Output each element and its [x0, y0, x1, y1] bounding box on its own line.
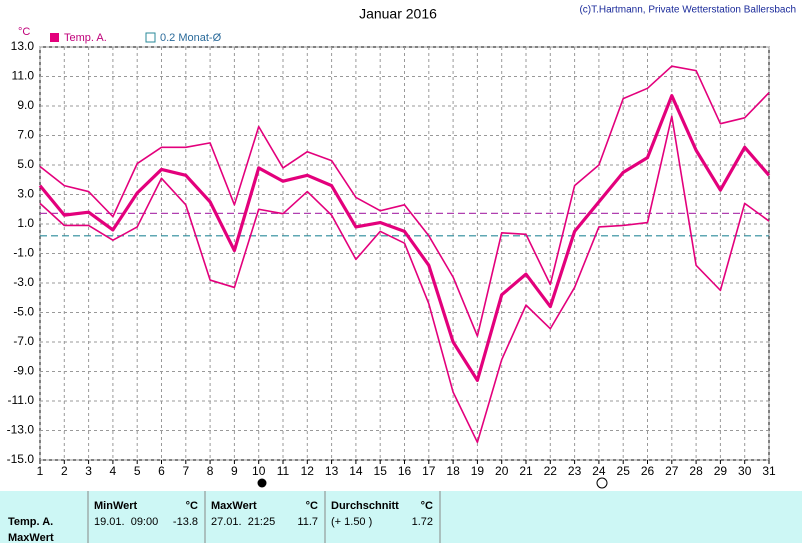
x-tick-label: 9 — [231, 464, 238, 478]
y-tick-label: -7.0 — [13, 334, 34, 348]
x-tick-label: 6 — [158, 464, 165, 478]
y-tick-label: -13.0 — [7, 423, 35, 437]
x-tick-label: 2 — [61, 464, 68, 478]
stat-when: (+ 1.50 ) — [331, 516, 372, 528]
stat-value: -13.8 — [173, 516, 198, 528]
x-tick-label: 21 — [519, 464, 533, 478]
x-tick-label: 20 — [495, 464, 509, 478]
x-tick-label: 28 — [689, 464, 703, 478]
x-tick-label: 10 — [252, 464, 266, 478]
x-tick-label: 15 — [374, 464, 388, 478]
x-tick-label: 31 — [762, 464, 776, 478]
y-tick-label: -1.0 — [13, 246, 34, 260]
y-tick-label: 13.0 — [11, 39, 35, 53]
x-tick-label: 8 — [207, 464, 214, 478]
legend-label: Temp. A. — [64, 32, 107, 44]
stat-header: Durchschnitt — [331, 500, 399, 512]
line-min-values — [39, 115, 770, 444]
stats-panel — [0, 491, 802, 543]
line-max-values — [39, 65, 770, 337]
y-tick-label: -3.0 — [13, 275, 34, 289]
x-tick-label: 23 — [568, 464, 582, 478]
x-tick-label: 7 — [182, 464, 189, 478]
x-tick-label: 27 — [665, 464, 679, 478]
y-tick-label: 11.0 — [12, 69, 35, 83]
moon-new — [596, 477, 608, 489]
row-label: MaxWert — [8, 532, 54, 543]
stat-value: 1.72 — [412, 516, 433, 528]
x-tick-label: 19 — [471, 464, 485, 478]
panel-dividers — [87, 491, 441, 543]
x-tick-label: 5 — [134, 464, 141, 478]
y-tick-label: 7.0 — [17, 128, 34, 142]
moon-full — [257, 478, 267, 488]
x-tick-label: 11 — [277, 464, 290, 478]
x-tick-label: 17 — [422, 464, 436, 478]
stat-header: MaxWert — [211, 500, 257, 512]
y-tick-label: -9.0 — [13, 364, 34, 378]
y-tick-label: 5.0 — [17, 157, 34, 171]
stat-when: 27.01. 21:25 — [211, 516, 275, 528]
x-tick-label: 30 — [738, 464, 752, 478]
x-tick-label: 22 — [544, 464, 558, 478]
x-tick-label: 24 — [592, 464, 606, 478]
y-tick-label: -11.0 — [8, 393, 35, 407]
row-label: Temp. A. — [8, 516, 53, 528]
y-tick-label: 9.0 — [17, 98, 34, 112]
x-tick-label: 13 — [325, 464, 339, 478]
y-tick-label: -15.0 — [7, 452, 35, 466]
x-tick-label: 29 — [714, 464, 728, 478]
y-tick-label: -5.0 — [13, 305, 34, 319]
stat-unit: °C — [306, 500, 318, 512]
x-tick-label: 26 — [641, 464, 655, 478]
x-tick-label: 3 — [85, 464, 92, 478]
stat-unit: °C — [421, 500, 433, 512]
legend-label: 0.2 Monat-Ø — [160, 32, 222, 44]
x-tick-label: 16 — [398, 464, 412, 478]
y-tick-label: 3.0 — [17, 187, 34, 201]
x-tick-label: 25 — [617, 464, 631, 478]
stat-header: MinWert — [94, 500, 138, 512]
stat-when: 19.01. 09:00 — [94, 516, 158, 528]
y-unit: °C — [18, 26, 30, 38]
chart-title: Januar 2016 — [359, 6, 437, 22]
x-tick-label: 4 — [110, 464, 117, 478]
stat-value: 11.7 — [297, 516, 318, 528]
y-tick-label: 1.0 — [17, 216, 34, 230]
x-tick-label: 14 — [349, 464, 363, 478]
x-tick-label: 1 — [37, 464, 44, 478]
legend-swatch — [50, 33, 59, 42]
x-tick-label: 18 — [446, 464, 460, 478]
legend-swatch — [145, 32, 156, 43]
x-tick-label: 12 — [301, 464, 315, 478]
stat-unit: °C — [186, 500, 198, 512]
credit: (c)T.Hartmann, Private Wetterstation Bal… — [579, 5, 796, 16]
line-values — [38, 94, 771, 382]
